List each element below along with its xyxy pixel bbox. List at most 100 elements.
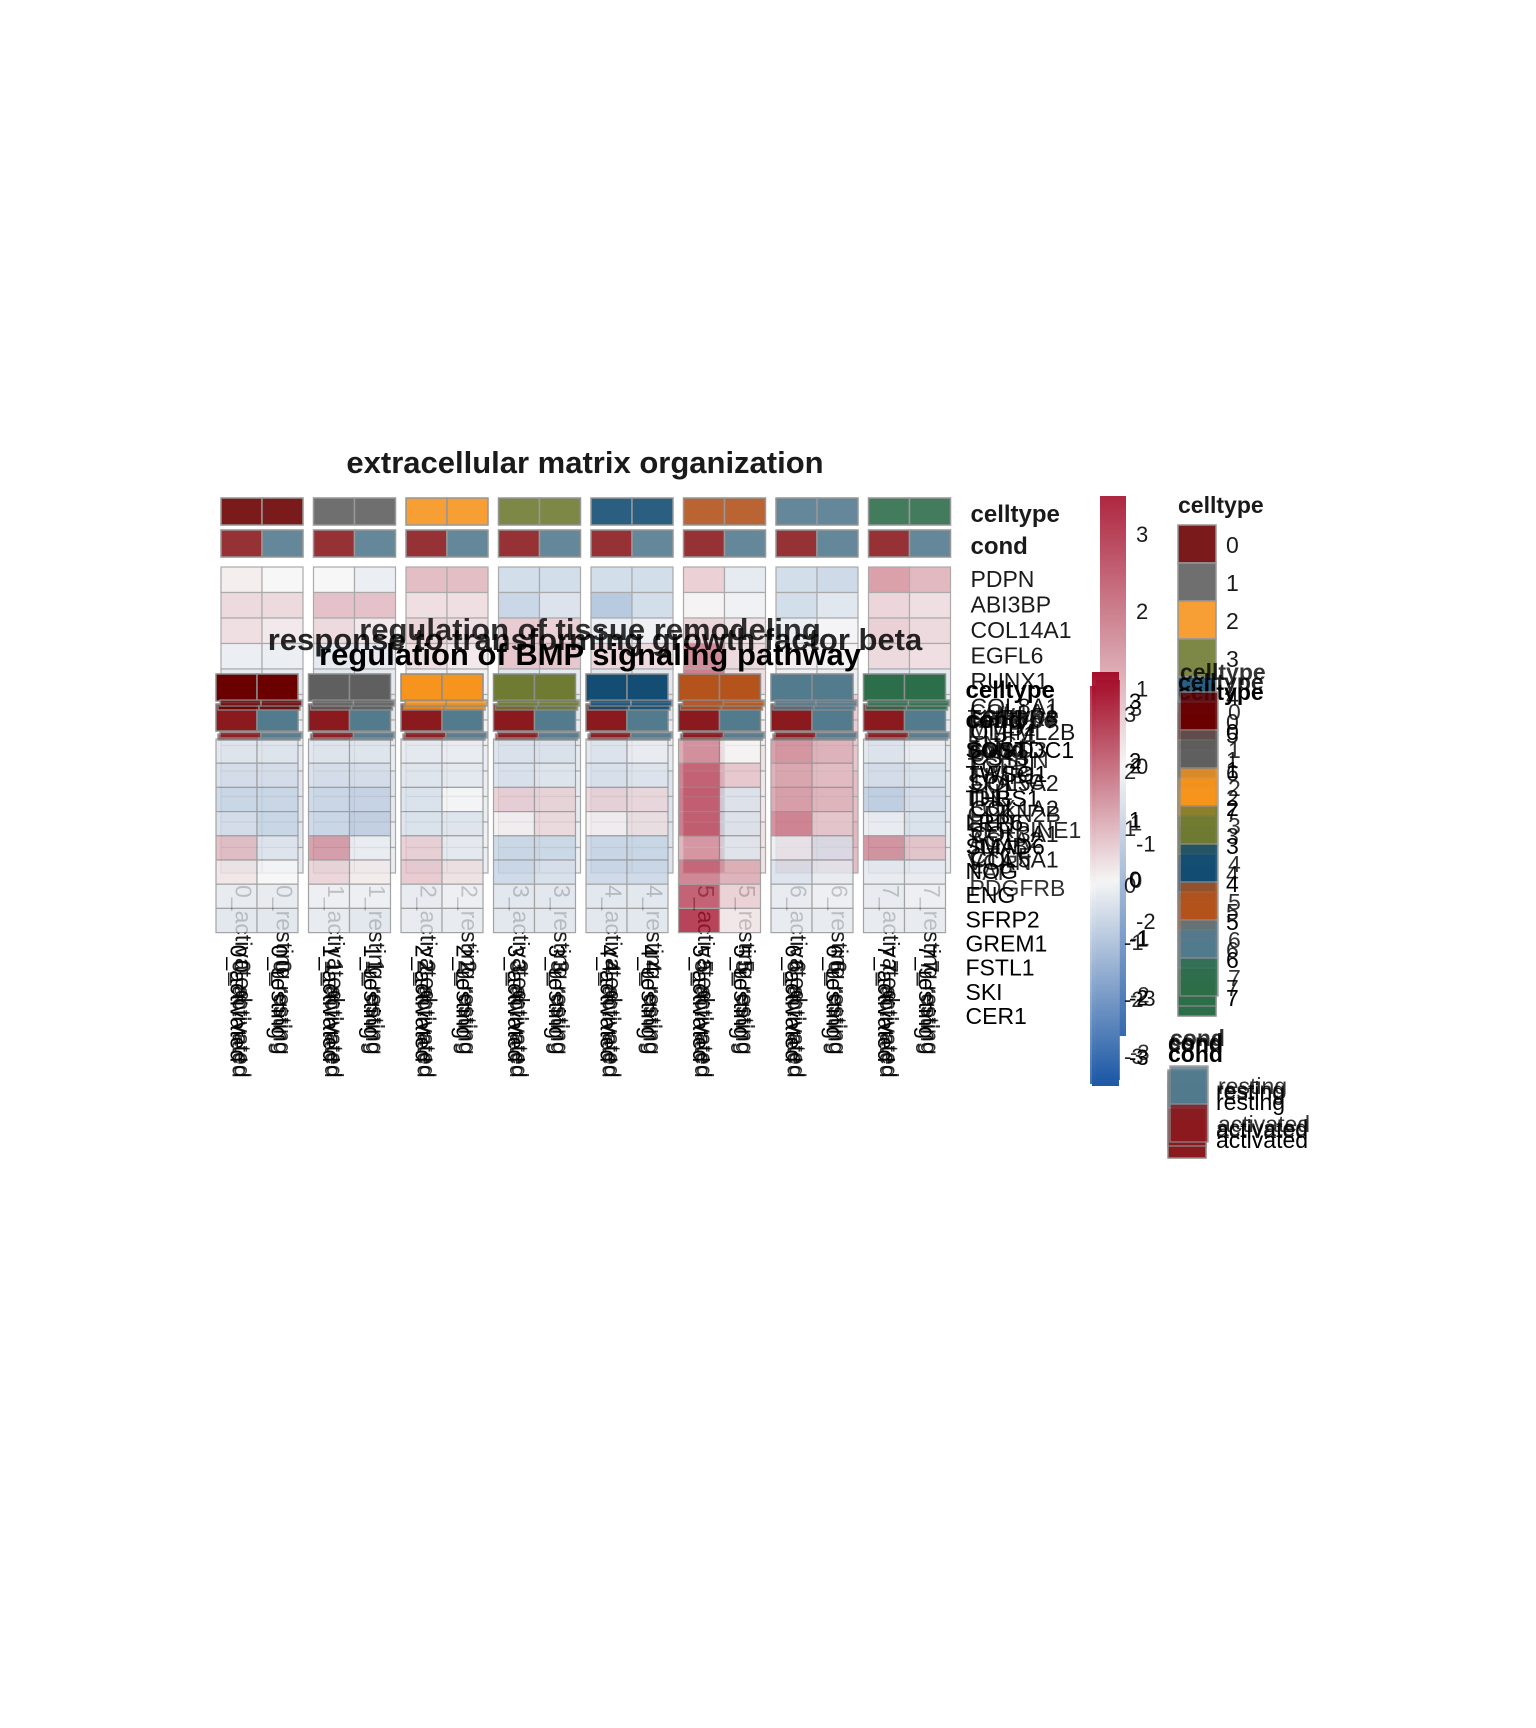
heatmap-cell (441, 786, 484, 813)
heatmap-cell (400, 786, 443, 813)
legend-celltype-label: 1 (1228, 737, 1241, 763)
celltype-annotation-cell (718, 673, 762, 702)
cond-annotation-cell (775, 529, 818, 558)
column-label: 5_resting (731, 960, 757, 1055)
heatmap-cell (405, 642, 448, 670)
heatmap-cell (348, 859, 392, 885)
heatmap-cell (256, 786, 299, 813)
heatmap-cell (441, 883, 484, 910)
row-label: MMP2 (970, 715, 1036, 741)
cond-annotation-cell (590, 529, 633, 558)
legend-celltype-label: 0 (1226, 709, 1239, 735)
column-label: 0_resting (269, 960, 295, 1055)
scale-tick-label: -3 (1130, 1040, 1150, 1065)
legend-celltype-label: 1 (1226, 757, 1239, 783)
cond-annotation-cell (681, 731, 725, 739)
cond-annotation-cell (774, 731, 817, 739)
celltype-annotation-cell (866, 699, 910, 707)
celltype-annotation-cell (219, 699, 262, 707)
legend-celltype-label: 2 (1226, 608, 1239, 634)
legend-celltype-swatch (1179, 767, 1219, 807)
heatmap-cell (585, 786, 628, 813)
heatmap-cell (348, 883, 392, 910)
heatmap-cell (626, 907, 669, 934)
cond-annotation-cell (631, 529, 674, 558)
heatmap-cell (770, 859, 813, 885)
heatmap-cell (862, 907, 906, 934)
cond-annotation-cell (537, 731, 581, 739)
heatmap-cell (220, 566, 263, 594)
heatmap-cell (492, 835, 536, 861)
legend-celltype-label: 6 (1228, 927, 1241, 953)
scale-tick-label: -2 (1130, 983, 1150, 1008)
legend-celltype-swatch (1177, 638, 1217, 678)
scale-tick-label: 0 (1130, 868, 1142, 893)
heatmap-cell (492, 738, 536, 764)
legend-celltype-label: 3 (1226, 823, 1239, 849)
heatmap-cell (256, 835, 299, 861)
cond-annotation-cell (589, 731, 632, 739)
legend-celltype-label: 4 (1226, 684, 1239, 710)
legend-celltype-swatch (1177, 562, 1217, 602)
scale-tick-label: 1 (1130, 811, 1142, 836)
annotation-label-celltype: celltype (968, 707, 1057, 734)
cond-annotation-cell (496, 731, 540, 739)
heatmap-cell (220, 617, 263, 645)
annotation-label-celltype: celltype (970, 703, 1059, 730)
celltype-annotation-cell (496, 699, 540, 707)
row-label: GREM1 (966, 930, 1048, 956)
heatmap-cell (770, 738, 813, 764)
row-label: EGFL6 (971, 642, 1044, 668)
row-label: RUNX1 (971, 668, 1049, 694)
heatmap-cell (497, 566, 541, 594)
column-label: 1_resting (363, 960, 389, 1055)
row-label: SFRP2 (966, 906, 1040, 932)
column-label: 4_activated (600, 960, 626, 1078)
heatmap-cell (770, 810, 813, 837)
celltype-annotation-cell (256, 673, 299, 702)
heatmap-cell (400, 907, 443, 934)
heatmap-cell (256, 907, 299, 934)
heatmap-cell (348, 738, 392, 764)
heatmap-cell (441, 762, 484, 789)
heatmap-cell (723, 566, 767, 594)
row-label: TGFBI (968, 753, 1036, 779)
heatmap-cell (677, 859, 721, 885)
column-label: 4_resting (637, 945, 663, 1040)
row-label: ACTA2 (970, 827, 1042, 853)
scale-tick-label: 0 (1129, 867, 1141, 892)
heatmap-cell (867, 642, 911, 670)
heatmap-cell (775, 566, 818, 594)
legend-celltype-label: 6 (1226, 937, 1239, 963)
legend-cond-label: activated (1216, 1117, 1308, 1143)
cond-annotation-cell (538, 529, 582, 558)
celltype-annotation-cell (682, 497, 726, 526)
heatmap-cell (590, 617, 633, 645)
scale-tick-label: -2 (1129, 986, 1149, 1011)
legend-cond-title: cond (1168, 1031, 1223, 1057)
heatmap-cell (215, 810, 258, 837)
row-label: SMAD3 (968, 737, 1047, 763)
heatmap-cell (497, 591, 541, 619)
cond-annotation-cell (219, 731, 262, 739)
celltype-annotation-cell (862, 673, 906, 702)
legend-celltype-label: 6 (1226, 947, 1239, 973)
column-label: 1_activated (322, 960, 348, 1078)
celltype-annotation-cell (590, 497, 633, 526)
cond-annotation-cell (353, 529, 397, 558)
heatmap-cell (533, 738, 577, 764)
annotation-label-cond: cond (968, 737, 1025, 764)
column-label: 6_resting (822, 945, 848, 1040)
legend-celltype-title: celltype (1178, 492, 1264, 518)
row-label: COL8A1 (971, 693, 1059, 719)
cond-annotation-cell (722, 731, 766, 739)
heatmap-cell (492, 859, 536, 885)
celltype-annotation-cell (677, 673, 721, 702)
heatmap-cell (215, 883, 258, 910)
legend-celltype-label: 2 (1226, 795, 1239, 821)
heatmap-cell (677, 762, 721, 789)
heatmap-cell (862, 835, 906, 861)
column-label: 0_activated (226, 945, 252, 1063)
heatmap-cell (903, 762, 947, 789)
